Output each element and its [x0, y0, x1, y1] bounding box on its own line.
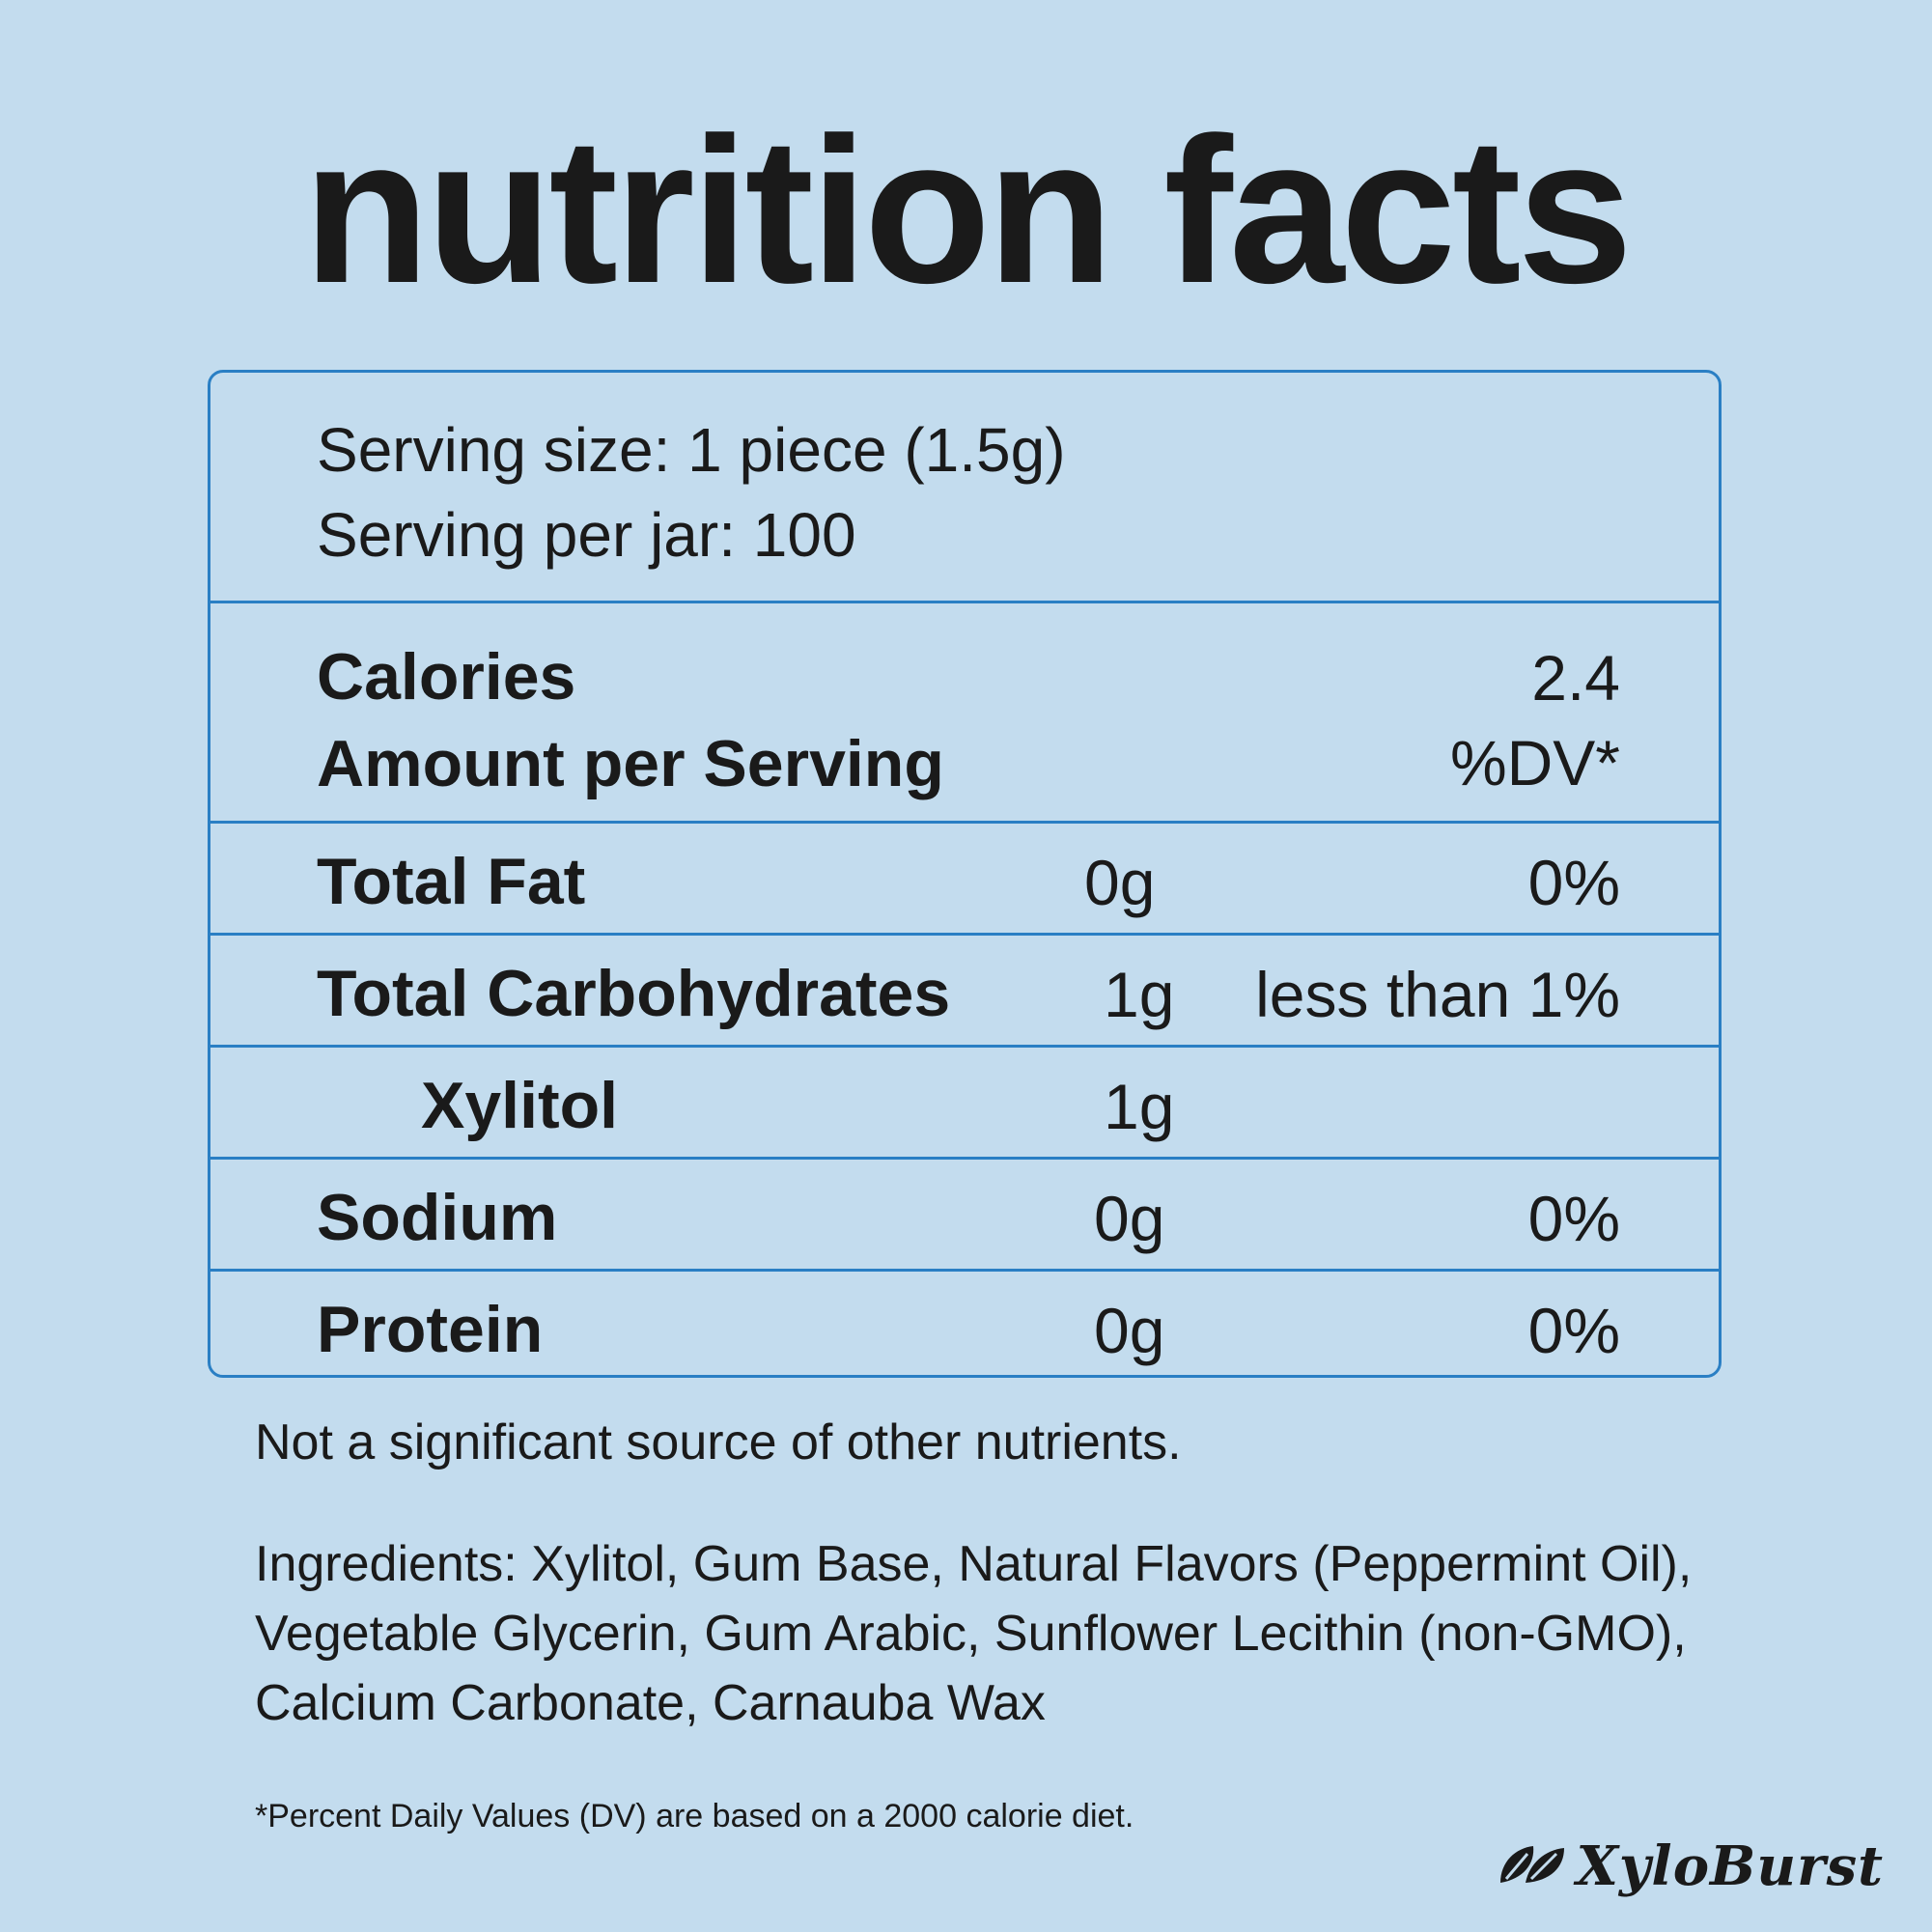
- calories-value: 2.4: [1531, 642, 1620, 714]
- nutrient-amount: 0g: [1094, 1295, 1165, 1366]
- amount-per-serving-label: Amount per Serving: [317, 727, 944, 800]
- dv-footnote: *Percent Daily Values (DV) are based on …: [255, 1798, 1134, 1834]
- ingredients-text: Ingredients: Xylitol, Gum Base, Natural …: [255, 1536, 1693, 1731]
- brand-name: XyloBurst: [1576, 1834, 1884, 1898]
- servings-per-jar: Serving per jar: 100: [317, 500, 856, 570]
- serving-size: Serving size: 1 piece (1.5g): [317, 415, 1066, 485]
- calories-label: Calories: [317, 640, 576, 714]
- nutrient-dv: 0%: [1527, 1183, 1620, 1254]
- nutrient-row-total-carbohydrates: Total Carbohydrates 1g less than 1%: [210, 933, 1719, 1045]
- page-title: nutrition facts: [302, 94, 1633, 326]
- nutrient-amount: 0g: [1084, 847, 1156, 918]
- nutrition-panel: Serving size: 1 piece (1.5g) Serving per…: [208, 370, 1722, 1378]
- nutrient-row-total-fat: Total Fat 0g 0%: [210, 821, 1719, 933]
- nutrient-amount: 1g: [1104, 959, 1175, 1030]
- leaf-icon: [1497, 1840, 1568, 1893]
- serving-section: Serving size: 1 piece (1.5g) Serving per…: [210, 373, 1719, 602]
- nutrient-row-sodium: Sodium 0g 0%: [210, 1157, 1719, 1269]
- nutrient-amount: 0g: [1094, 1183, 1165, 1254]
- nutrient-dv: 0%: [1527, 847, 1620, 918]
- nutrient-dv: less than 1%: [1255, 959, 1620, 1030]
- nutrient-name: Sodium: [317, 1181, 558, 1254]
- nutrient-name: Total Carbohydrates: [317, 957, 951, 1030]
- nutrient-name: Total Fat: [317, 845, 586, 918]
- dv-header: %DV*: [1449, 727, 1620, 798]
- calories-section: Calories 2.4 Amount per Serving %DV*: [210, 601, 1719, 823]
- not-significant-note: Not a significant source of other nutrie…: [255, 1414, 1182, 1470]
- nutrient-name: Xylitol: [421, 1069, 619, 1142]
- nutrient-name: Protein: [317, 1293, 544, 1366]
- nutrient-row-protein: Protein 0g 0%: [210, 1269, 1719, 1375]
- nutrient-amount: 1g: [1104, 1071, 1175, 1142]
- brand-logo: XyloBurst: [1497, 1834, 1884, 1898]
- nutrient-row-xylitol: Xylitol 1g: [210, 1045, 1719, 1157]
- nutrient-dv: 0%: [1527, 1295, 1620, 1366]
